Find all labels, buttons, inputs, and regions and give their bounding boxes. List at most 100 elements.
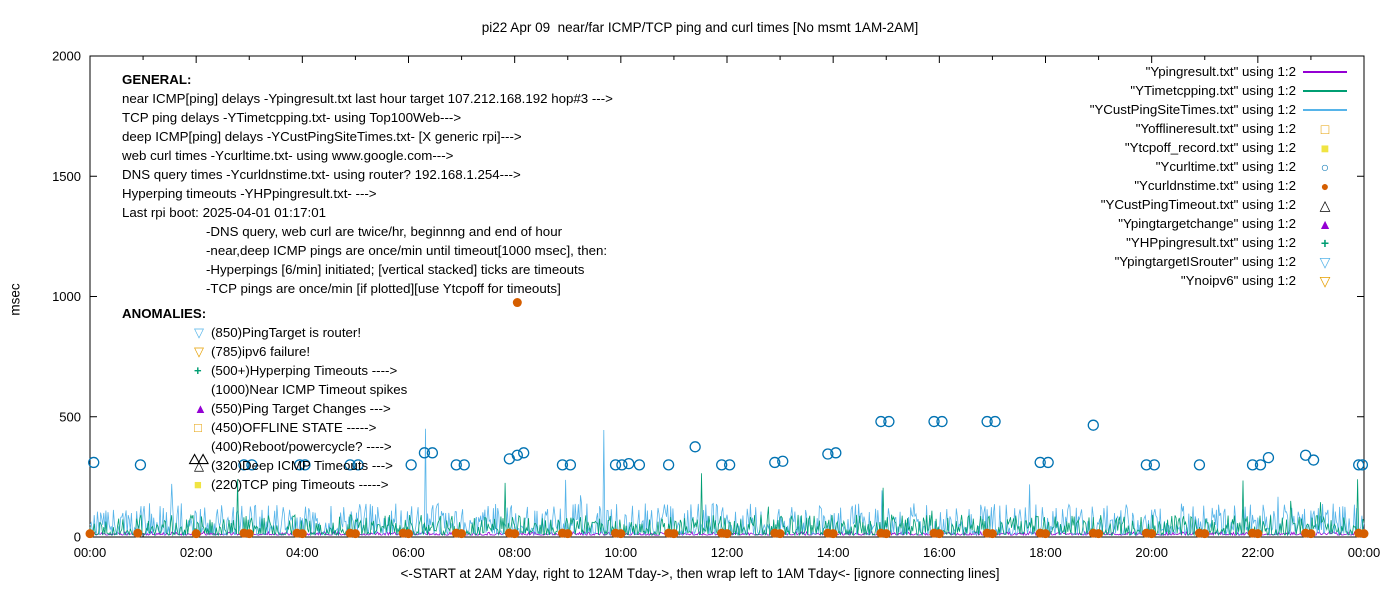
point-YCustPingTimeout.txt	[188, 453, 201, 465]
general-line: near ICMP[ping] delays -Ypingresult.txt …	[122, 91, 613, 106]
x-tick-label: 06:00	[392, 545, 425, 560]
point-Ycurltime.txt	[623, 457, 635, 470]
point-Ycurltime.txt	[716, 459, 728, 471]
x-tick-label: 22:00	[1242, 545, 1275, 560]
x-tick-label: 20:00	[1135, 545, 1168, 560]
legend-item: "Ypingresult.txt" using 1:2	[1009, 62, 1354, 81]
legend-label: "Yofflineresult.txt" using 1:2	[1135, 121, 1296, 136]
legend-item: "Ynoipv6" using 1:2 ▽	[1009, 271, 1354, 290]
legend-label: "YTimetcpping.txt" using 1:2	[1130, 83, 1296, 98]
point-Ycurltime.txt	[352, 459, 364, 471]
legend-label: "Ycurldnstime.txt" using 1:2	[1134, 178, 1296, 193]
legend-line-icon	[1296, 70, 1354, 73]
anomaly-item: (400)Reboot/powercycle? ---->	[194, 437, 407, 456]
x-tick-label: 10:00	[605, 545, 638, 560]
point-Ycurltime.txt	[518, 447, 530, 459]
legend-item: "Ytcpoff_record.txt" using 1:2 ■	[1009, 138, 1354, 157]
point-Ycurltime.txt	[769, 456, 781, 469]
anomaly-item: ▽ (785)ipv6 failure!	[194, 342, 407, 361]
legend-label: "YCustPingTimeout.txt" using 1:2	[1100, 197, 1296, 212]
anomaly-text: (450)OFFLINE STATE ----->	[211, 420, 377, 435]
chart-title: pi22 Apr 09 near/far ICMP/TCP ping and c…	[481, 20, 919, 35]
point-Ycurltime.txt	[405, 459, 417, 471]
legend-item: "Ypingtargetchange" using 1:2 ▲	[1009, 214, 1354, 233]
point-Ycurldnstime.txt	[616, 529, 626, 539]
point-Ycurldnstime.txt	[1200, 529, 1210, 539]
point-Ycurltime.txt	[238, 459, 250, 471]
legend-label: "YHPpingresult.txt" using 1:2	[1126, 235, 1296, 250]
general-note: -near,deep ICMP pings are once/min until…	[206, 243, 608, 258]
legend-label: "YCustPingSiteTimes.txt" using 1:2	[1089, 102, 1296, 117]
y-tick-label: 500	[59, 409, 81, 424]
point-Ycurltime.txt	[1148, 459, 1160, 471]
anomaly-text: (850)PingTarget is router!	[211, 325, 362, 340]
point-Ycurldnstime.txt	[297, 529, 307, 539]
anomaly-text: (1000)Near ICMP Timeout spikes	[211, 382, 408, 397]
point-Ycurldnstime.txt	[934, 529, 944, 539]
legend-item: "Ycurldnstime.txt" using 1:2 ●	[1009, 176, 1354, 195]
x-tick-label: 02:00	[180, 545, 213, 560]
point-Ycurltime.txt	[1307, 454, 1320, 466]
point-Ycurltime.txt	[88, 456, 100, 469]
point-YCustPingTimeout.txt	[197, 453, 210, 465]
x-tick-label: 14:00	[817, 545, 850, 560]
point-Ycurldnstime.txt	[722, 529, 732, 539]
anomaly-item: □ (450)OFFLINE STATE ----->	[194, 418, 407, 437]
point-Ycurltime.txt	[556, 459, 569, 471]
point-Ycurldnstime.txt	[1306, 529, 1316, 539]
legend-label: "Ynoipv6" using 1:2	[1180, 273, 1296, 288]
general-text-block: GENERAL: near ICMP[ping] delays -Ypingre…	[122, 70, 613, 298]
point-Ycurldnstime.txt	[85, 529, 95, 539]
x-tick-label: 04:00	[286, 545, 319, 560]
point-Ycurltime.txt	[1140, 459, 1153, 471]
triangle-down-marker-icon: ▽	[194, 344, 204, 359]
point-Ycurldnstime.txt	[775, 529, 785, 539]
general-line: DNS query times -Ycurldnstime.txt- using…	[122, 167, 521, 182]
point-Ycurltime.txt	[426, 447, 439, 459]
x-tick-label: 00:00	[74, 545, 107, 560]
x-tick-label: 16:00	[923, 545, 956, 560]
x-tick-label: 00:00	[1348, 545, 1381, 560]
anomaly-item: ▽ (850)PingTarget is router!	[194, 323, 407, 342]
legend-square-filled-icon: ■	[1320, 139, 1330, 156]
point-Ycurldnstime.txt	[404, 529, 413, 539]
general-line: web curl times -Ycurltime.txt- using www…	[122, 148, 454, 163]
legend-line-sample	[1303, 89, 1347, 92]
y-tick-label: 1000	[52, 289, 81, 304]
x-tick-label: 18:00	[1029, 545, 1062, 560]
point-Ycurltime.txt	[134, 459, 147, 471]
x-tick-label: 12:00	[711, 545, 744, 560]
legend-item: "YpingtargetISrouter" using 1:2 ▽	[1009, 252, 1354, 271]
point-Ycurltime.txt	[294, 459, 306, 471]
legend-triangle-down-open-icon: ▽	[1319, 253, 1331, 270]
y-tick-label: 2000	[52, 49, 81, 64]
anomaly-item: + (500+)Hyperping Timeouts ---->	[194, 361, 407, 380]
point-Ycurldnstime.txt	[987, 529, 997, 539]
point-Ycurldnstime.txt	[510, 529, 520, 539]
point-Ycurltime.txt	[450, 459, 462, 471]
legend-item: "Ycurltime.txt" using 1:2 ○	[1009, 157, 1354, 176]
legend-circle-open-icon: ○	[1320, 158, 1330, 175]
point-Ycurltime.txt	[689, 441, 701, 453]
point-Ycurltime.txt	[1246, 459, 1259, 471]
x-tick-label: 08:00	[498, 545, 531, 560]
anomaly-text: (220)TCP ping Timeouts ----->	[211, 477, 389, 492]
anomaly-text: (500+)Hyperping Timeouts ---->	[211, 363, 398, 378]
point-Ycurltime.txt	[883, 415, 895, 428]
general-line: Hyperping timeouts -YHPpingresult.txt- -…	[122, 186, 377, 201]
point-Ycurldnstime.txt	[457, 529, 467, 539]
legend-line-sample	[1303, 108, 1347, 111]
general-lines: near ICMP[ping] delays -Ypingresult.txt …	[122, 89, 613, 298]
series-line-YCustPingSiteTimes.txt	[89, 428, 1365, 537]
point-Ycurldnstime.txt	[1094, 529, 1104, 539]
point-Ycurltime.txt	[1193, 459, 1206, 471]
general-line: TCP ping delays -YTimetcpping.txt- using…	[122, 110, 462, 125]
general-note: -Hyperpings [6/min] initiated; [vertical…	[206, 262, 585, 277]
point-Ycurldnstime.txt	[1041, 529, 1050, 539]
x-axis-label: <-START at 2AM Yday, right to 12AM Tday-…	[400, 566, 1000, 581]
point-Ycurltime.txt	[1262, 451, 1275, 464]
plus-marker-icon: +	[194, 363, 202, 378]
point-Ycurldnstime.txt	[512, 298, 522, 308]
point-Ycurltime.txt	[1356, 459, 1369, 471]
point-Ycurldnstime.txt	[1359, 529, 1369, 539]
